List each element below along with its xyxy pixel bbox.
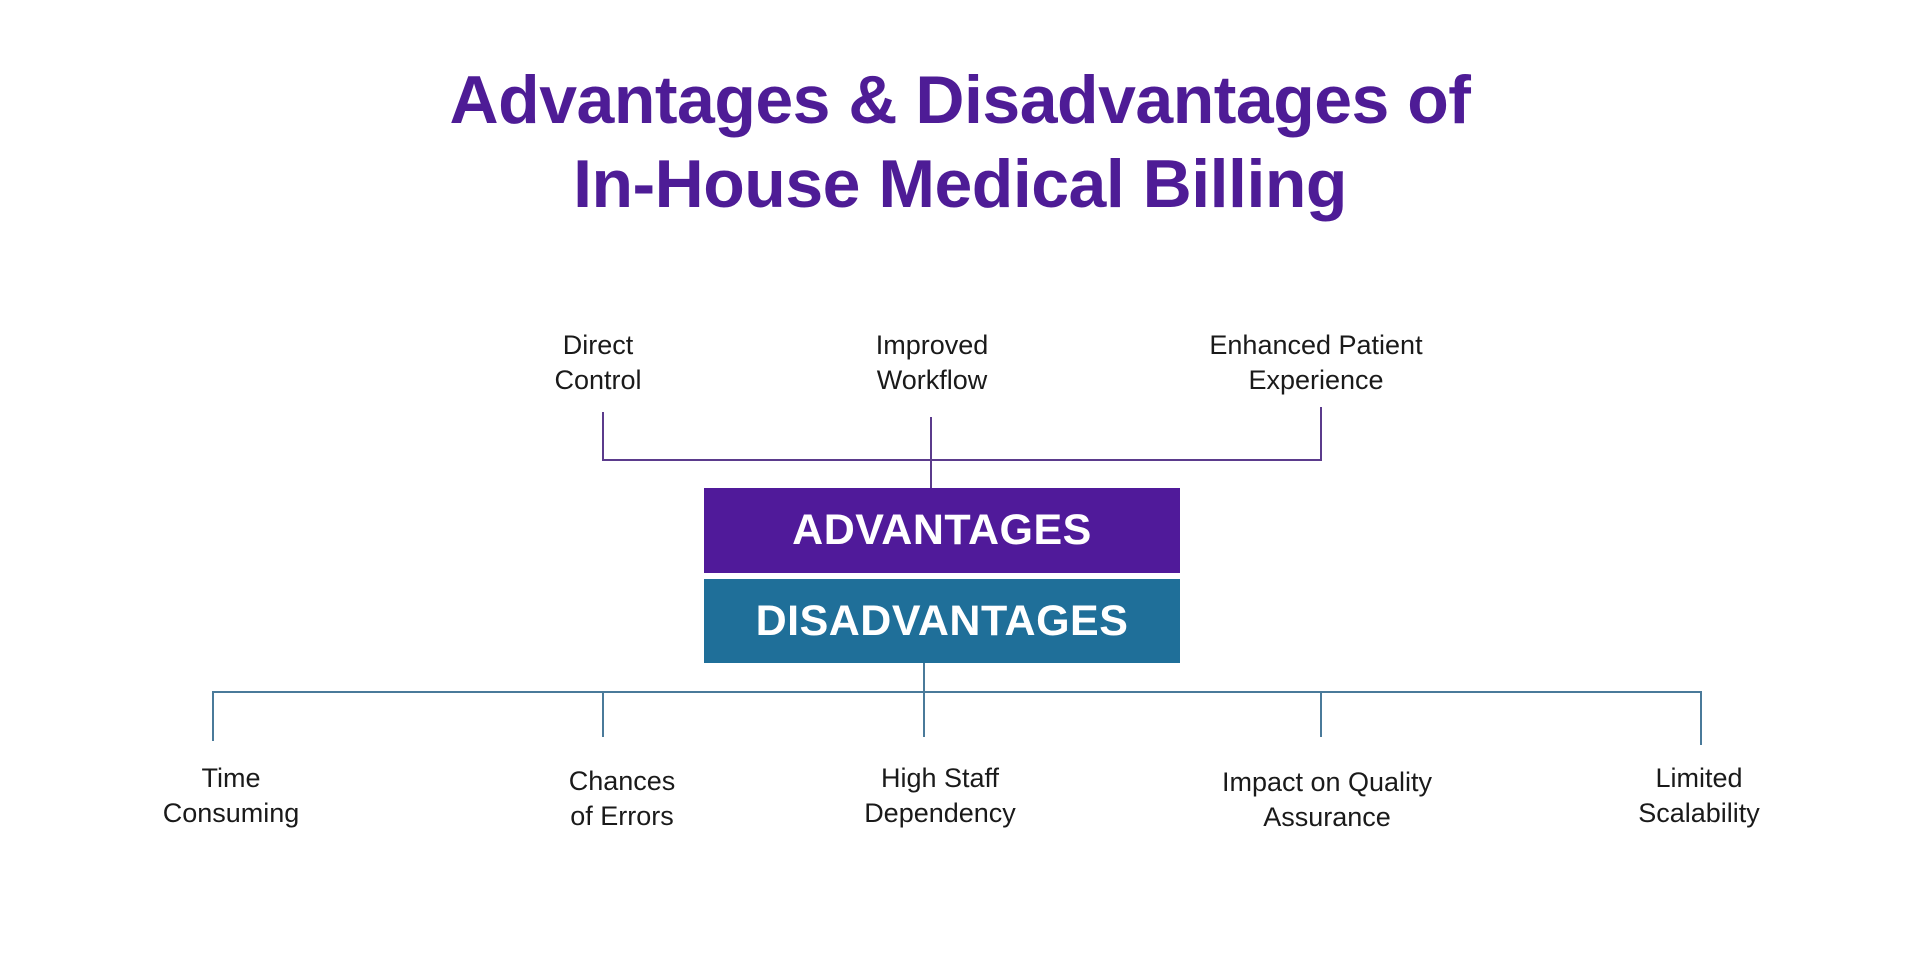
disadvantage-label-line2: Dependency [864,798,1016,828]
disadvantages-connector-drop-2 [602,691,604,737]
disadvantage-label-line2: of Errors [570,801,674,831]
diagram-title: Advantages & Disadvantages of In-House M… [0,58,1920,226]
disadvantages-box-label: DISADVANTAGES [755,596,1129,645]
disadvantage-item-chances-of-errors: Chances of Errors [462,764,782,834]
disadvantage-label-line2: Consuming [162,798,300,828]
advantage-label-line1: Direct [562,330,634,360]
disadvantage-item-impact-on-quality-assurance: Impact on Quality Assurance [1167,765,1487,835]
advantages-connector-drop-3 [1320,407,1322,461]
disadvantage-item-time-consuming: Time Consuming [71,761,391,831]
advantage-label-line2: Experience [1248,365,1384,395]
advantages-box-label: ADVANTAGES [792,506,1092,554]
disadvantage-label-line1: Time [201,763,261,793]
advantage-label-line2: Workflow [876,365,988,395]
advantages-connector-bar [602,459,1322,461]
title-line-2: In-House Medical Billing [573,146,1347,222]
disadvantages-connector-drop-3 [923,691,925,737]
disadvantages-connector-stem [923,663,925,693]
disadvantage-label-line2: Assurance [1263,802,1391,832]
advantage-label-line1: Enhanced Patient [1209,330,1423,360]
disadvantage-label-line1: Chances [568,766,676,796]
advantages-connector-drop-1 [602,412,604,461]
disadvantages-box: DISADVANTAGES [704,579,1180,663]
advantage-label-line2: Control [554,365,642,395]
disadvantage-label-line1: Limited [1655,763,1743,793]
title-line-1: Advantages & Disadvantages of [449,62,1471,138]
disadvantage-label-line1: High Staff [880,763,1000,793]
advantage-label-line1: Improved [875,330,989,360]
disadvantages-connector-drop-4 [1320,691,1322,737]
advantage-item-improved-workflow: Improved Workflow [772,328,1092,398]
disadvantages-connector-bar [212,691,1702,693]
disadvantage-item-limited-scalability: Limited Scalability [1539,761,1859,831]
advantages-box: ADVANTAGES [704,488,1180,573]
advantages-connector-drop-2 [930,417,932,488]
advantage-item-enhanced-patient-experience: Enhanced Patient Experience [1156,328,1476,398]
disadvantages-connector-drop-1 [212,691,214,741]
advantage-item-direct-control: Direct Control [438,328,758,398]
disadvantage-label-line2: Scalability [1638,798,1760,828]
disadvantages-connector-drop-5 [1700,691,1702,745]
disadvantage-item-high-staff-dependency: High Staff Dependency [780,761,1100,831]
disadvantage-label-line1: Impact on Quality [1221,767,1433,797]
